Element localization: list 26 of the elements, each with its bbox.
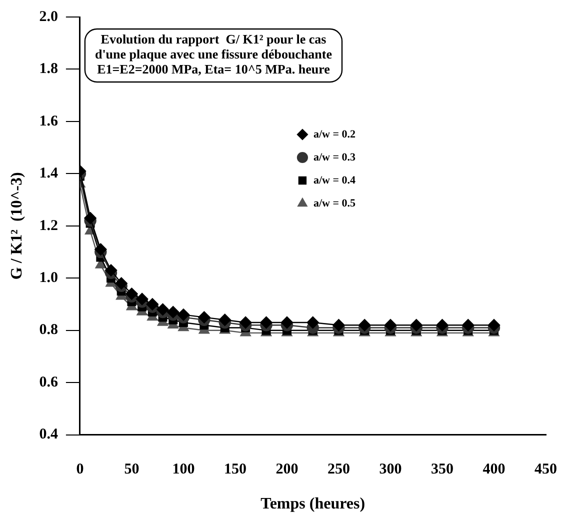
x-axis-title: Temps (heures): [260, 496, 366, 513]
y-tick-label: 1.6: [39, 113, 58, 130]
y-tick-label: 0.8: [39, 322, 58, 338]
x-tick-label: 450: [534, 462, 557, 478]
y-axis-title: G / K1² (10^-3): [8, 172, 26, 280]
y-tick-label: 1.2: [39, 218, 58, 234]
y-tick-label: 1.0: [39, 270, 58, 286]
x-tick-label: 100: [172, 462, 195, 478]
y-tick-label: 1.8: [39, 61, 58, 78]
legend-label: a/w = 0.4: [313, 174, 356, 186]
legend-label: a/w = 0.3: [313, 151, 356, 164]
x-tick-label: 250: [327, 462, 350, 478]
legend-label: a/w = 0.5: [313, 197, 356, 210]
x-tick-label: 200: [276, 462, 298, 478]
y-tick-label: 2.0: [39, 8, 58, 25]
x-tick-label: 150: [224, 462, 246, 478]
y-tick-label: 0.6: [39, 374, 58, 390]
x-tick-label: 300: [379, 462, 402, 478]
text: Evolution du rapport G/ K1² pour le cas d'une plaque avec une fissure débouchante E1=E2=2000 MPa, Eta= 10^5 MPa. heure: [94, 31, 332, 76]
y-tick-label: 1.4: [39, 166, 58, 182]
x-tick-label: 350: [430, 462, 454, 478]
x-tick-label: 0: [76, 462, 84, 478]
y-tick-label: 0.4: [39, 426, 58, 443]
legend-label: a/w = 0.2: [313, 128, 356, 140]
x-tick-label: 50: [124, 462, 140, 478]
x-tick-label: 400: [482, 462, 506, 478]
